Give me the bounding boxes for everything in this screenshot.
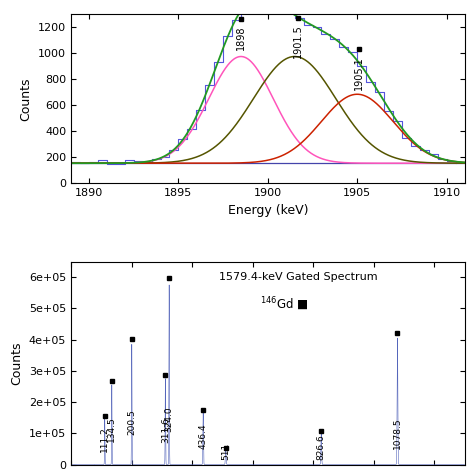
Text: 1905.1: 1905.1 xyxy=(354,56,364,90)
Y-axis label: Counts: Counts xyxy=(10,341,23,385)
X-axis label: Energy (keV): Energy (keV) xyxy=(228,204,308,217)
Y-axis label: Counts: Counts xyxy=(19,77,33,120)
Text: 826.6: 826.6 xyxy=(317,435,326,460)
Text: 1901.5: 1901.5 xyxy=(293,25,303,58)
Text: 1078.5: 1078.5 xyxy=(393,417,402,449)
Text: 200.5: 200.5 xyxy=(128,410,137,435)
Text: 324.0: 324.0 xyxy=(164,407,173,432)
Text: 511: 511 xyxy=(221,443,230,460)
Text: 436.4: 436.4 xyxy=(199,423,208,449)
Text: 111.2: 111.2 xyxy=(100,427,109,453)
Text: 134.5: 134.5 xyxy=(107,416,116,442)
Text: 1579.4-keV Gated Spectrum: 1579.4-keV Gated Spectrum xyxy=(219,272,377,282)
Text: 311.6: 311.6 xyxy=(161,417,170,443)
Text: $^{146}$Gd $\blacksquare$: $^{146}$Gd $\blacksquare$ xyxy=(260,296,309,313)
Text: 1898: 1898 xyxy=(236,25,246,50)
